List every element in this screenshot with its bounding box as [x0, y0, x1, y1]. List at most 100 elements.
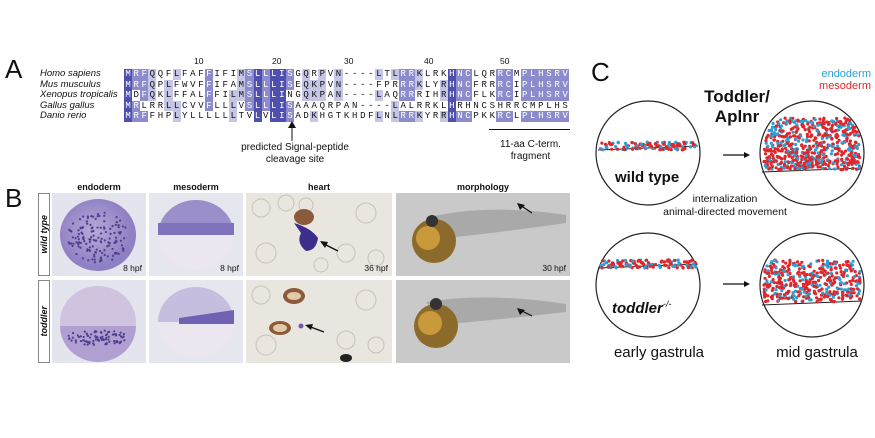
mesoderm-cell	[768, 264, 772, 268]
stain-dot	[98, 249, 102, 253]
mesoderm-cell	[851, 166, 855, 170]
stain-dot	[91, 245, 94, 248]
legend-mesoderm: mesoderm	[819, 80, 871, 92]
stain-dot	[114, 223, 117, 227]
endoderm-cell	[852, 275, 857, 279]
endoderm-cell	[831, 145, 835, 149]
residue: -	[368, 90, 374, 100]
mesoderm-cell	[816, 165, 820, 169]
mesoderm-cell	[775, 295, 779, 299]
stain-dot	[93, 255, 96, 258]
residue: L	[408, 100, 415, 111]
stain-dot	[86, 215, 90, 218]
endoderm-cell	[824, 263, 828, 267]
residue: L	[214, 111, 220, 121]
cleavage-site-label: predicted Signal-peptide cleavage site	[210, 142, 380, 166]
residue: F	[198, 69, 204, 79]
endoderm-cell	[598, 147, 602, 151]
mesoderm-cell	[827, 122, 831, 126]
mesoderm-cell	[807, 139, 811, 143]
mesoderm-cell	[828, 261, 832, 266]
stain-dot	[88, 240, 91, 243]
endoderm-cell	[857, 142, 861, 147]
mesoderm-cell	[856, 160, 860, 164]
stain-dot	[124, 226, 127, 229]
endoderm-cell	[688, 145, 693, 149]
residue: N	[455, 111, 464, 122]
stain-dot	[75, 241, 78, 244]
residue: V	[246, 111, 253, 121]
mesoderm-cell	[800, 157, 804, 161]
mesoderm-cell	[665, 259, 669, 263]
mesoderm-cell	[843, 130, 847, 134]
residue: F	[473, 90, 479, 100]
stain-dot	[120, 244, 124, 247]
mesoderm-cell	[634, 147, 638, 151]
residue: M	[124, 79, 133, 90]
endoderm-cell	[843, 140, 847, 144]
endoderm-cell	[835, 286, 839, 290]
mesoderm-cell	[660, 259, 664, 263]
stain-dot	[77, 229, 80, 232]
endoderm-cell	[829, 271, 833, 276]
residue: V	[238, 100, 245, 111]
residue: K	[157, 90, 164, 100]
process-line2: animal-directed movement	[663, 206, 787, 218]
endoderm-cell	[845, 274, 849, 278]
residue: H	[465, 100, 471, 111]
endoderm-cell	[798, 275, 802, 279]
mesoderm-cell	[848, 159, 852, 163]
mesoderm-cell	[796, 118, 800, 122]
stain-dot	[74, 339, 77, 342]
endoderm-cell	[769, 128, 774, 132]
stain-dot	[113, 330, 116, 333]
endoderm-cell	[840, 141, 844, 145]
stain-dot	[118, 333, 121, 336]
stain-dot	[108, 340, 111, 343]
endoderm-cell	[769, 280, 774, 284]
mesoderm-cell	[769, 295, 773, 299]
stain-dot	[71, 336, 74, 339]
mesoderm-cell	[622, 148, 627, 152]
stain-dot	[94, 338, 97, 341]
endoderm-cell	[820, 158, 825, 162]
mesoderm-cell	[821, 125, 825, 129]
endoderm-cell	[771, 145, 775, 149]
endoderm-cell	[774, 266, 778, 270]
mesoderm-cell	[808, 273, 812, 277]
wild-type-label: wild type	[615, 169, 680, 186]
residue: F	[198, 79, 204, 90]
residue: I	[277, 79, 286, 90]
mesoderm-cell	[770, 164, 774, 169]
residue: Y	[182, 111, 188, 121]
mesoderm-cell	[805, 272, 809, 277]
stain-dot	[86, 334, 90, 338]
endoderm-cell	[839, 287, 843, 291]
mesoderm-cell	[784, 134, 788, 138]
mesoderm-cell	[857, 279, 861, 283]
residue: S	[544, 90, 553, 101]
stain-dot	[91, 215, 95, 218]
endoderm-cell	[771, 121, 775, 125]
residue: L	[269, 79, 278, 90]
residue: L	[222, 100, 228, 111]
residue: P	[318, 90, 327, 101]
endoderm-cell	[808, 161, 812, 165]
residue: H	[157, 111, 164, 121]
residue: P	[520, 111, 529, 122]
stain-dot	[98, 214, 101, 218]
mesoderm-cell	[821, 262, 825, 266]
endoderm-cell	[765, 264, 769, 268]
residue: H	[536, 90, 545, 101]
residue: R	[399, 79, 408, 90]
stain-dot	[117, 231, 120, 234]
mesoderm-cell	[806, 150, 810, 155]
mesoderm-cell	[801, 282, 805, 286]
stain-dot	[85, 242, 88, 246]
stain-dot	[119, 335, 123, 338]
mesoderm-cell	[787, 160, 791, 165]
mesoderm-cell	[817, 259, 821, 263]
stain-dot	[105, 333, 109, 336]
residue: F	[222, 79, 228, 90]
